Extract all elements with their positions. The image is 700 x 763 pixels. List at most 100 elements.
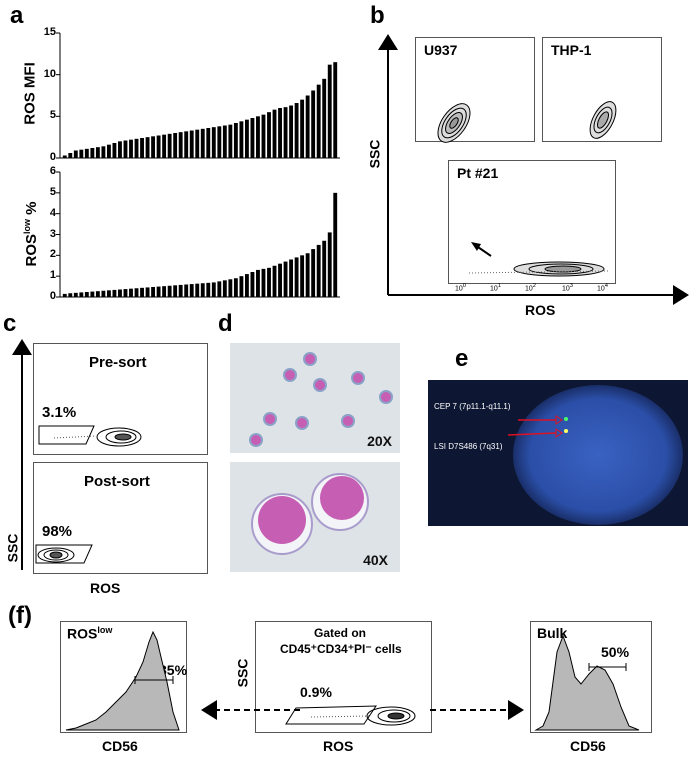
flow-plot-thp1: THP-1: [542, 37, 662, 142]
panel-letter-e: e: [455, 345, 469, 372]
histogram-ros-low: ROSlow 85%: [60, 621, 187, 733]
bar: [327, 232, 332, 297]
bar: [267, 267, 271, 297]
bar: [123, 140, 128, 158]
bar: [322, 240, 327, 297]
bar: [294, 257, 299, 297]
tick-label: 0: [49, 290, 56, 302]
tick-label: 103: [562, 283, 573, 292]
bar: [239, 121, 244, 158]
tick-exp: 4: [604, 283, 609, 289]
bar: [151, 287, 156, 297]
gate-percent: 85%: [159, 662, 188, 678]
bar: [300, 99, 305, 158]
histogram-left-xlabel: CD56: [102, 738, 138, 754]
flow-plot-pt21: Pt #21: [448, 160, 616, 284]
bar: [73, 292, 78, 297]
bar: [140, 287, 144, 297]
bar: [289, 105, 294, 158]
flow-plot-postsort: Post-sort 98%: [33, 462, 208, 574]
bar: [327, 64, 332, 158]
bar: [217, 126, 222, 158]
panel-letter-f: (f): [8, 602, 32, 629]
bar: [112, 289, 117, 297]
bar: [267, 112, 271, 158]
flow-gate-contour: [35, 544, 93, 564]
histogram-bulk: Bulk 50%: [530, 621, 652, 733]
bar: [167, 285, 172, 297]
panel-c-yaxis: [12, 339, 32, 570]
bar: [90, 148, 95, 158]
bar: [106, 144, 111, 158]
tick-base: 10: [525, 285, 533, 293]
bar: [173, 133, 178, 158]
histogram-title: Bulk: [537, 625, 568, 641]
bar: [261, 268, 266, 297]
bar: [222, 280, 227, 297]
tick-label: 3: [49, 227, 56, 240]
bar: [118, 289, 122, 297]
gate-percent: 50%: [601, 644, 630, 660]
bar: [68, 293, 73, 297]
bar: [73, 150, 78, 158]
bar: [206, 128, 211, 158]
gated-title-line2: CD45⁺CD34⁺PI⁻ cells: [280, 642, 402, 656]
tick-label: 101: [490, 283, 501, 292]
tick-label: 10: [43, 67, 56, 80]
bar: [228, 124, 233, 158]
panel-letter-d: d: [218, 310, 233, 337]
bar: [283, 261, 288, 297]
flow-density-contour: [468, 242, 610, 277]
title-sup: low: [97, 625, 113, 635]
panel-c-xlabel: ROS: [90, 580, 121, 596]
bar: [211, 127, 216, 158]
bar: [322, 78, 327, 158]
bar: [272, 265, 277, 297]
histogram-curve: [534, 634, 640, 731]
bar: [118, 141, 122, 158]
panel-c-ylabel: SSC: [4, 533, 21, 563]
bar: [123, 289, 128, 297]
bar: [101, 290, 106, 297]
bar: [211, 282, 216, 297]
bar: [244, 274, 249, 297]
tick-base: 10: [562, 285, 570, 293]
bar: [233, 278, 238, 297]
bar: [62, 293, 67, 297]
flow-density-contour: [437, 103, 471, 143]
flow-plot-presort: Pre-sort 3.1%: [33, 343, 208, 455]
bar: [79, 292, 84, 297]
bar: [300, 255, 305, 297]
bar: [239, 276, 244, 297]
title-main: ROS: [67, 625, 98, 642]
bar: [305, 253, 310, 297]
bar: [178, 284, 183, 297]
fish-probe-label-cep7: CEP 7 (7p11.1-q11.1): [434, 402, 511, 411]
bar: [189, 130, 194, 158]
bar: [278, 263, 282, 297]
bar: [261, 114, 266, 158]
bar: [162, 286, 167, 297]
bar: [68, 153, 73, 158]
bar: [250, 272, 255, 297]
bar: [250, 118, 255, 158]
tick-label: 104: [597, 283, 608, 292]
tick-base: 10: [455, 285, 463, 293]
chart-a1-ylabel: ROS MFI: [21, 62, 39, 125]
bar: [333, 192, 338, 297]
bar: [134, 138, 139, 158]
bar: [145, 287, 150, 297]
bar: [145, 137, 150, 158]
bar: [222, 125, 227, 158]
gated-title-line1: Gated on: [314, 626, 367, 640]
gate-percent: 0.9%: [300, 684, 332, 700]
tick-label: 4: [49, 206, 56, 219]
gated-ylabel: SSC: [234, 658, 251, 688]
bar: [84, 292, 89, 297]
panel-letter-b: b: [370, 2, 385, 29]
bar: [95, 147, 100, 158]
bar: [62, 155, 67, 158]
tick-label: 100: [455, 283, 466, 292]
panel-letter-a: a: [10, 2, 24, 29]
fish-image: CEP 7 (7p11.1-q11.1) LSI D7S486 (7q31): [428, 380, 688, 526]
